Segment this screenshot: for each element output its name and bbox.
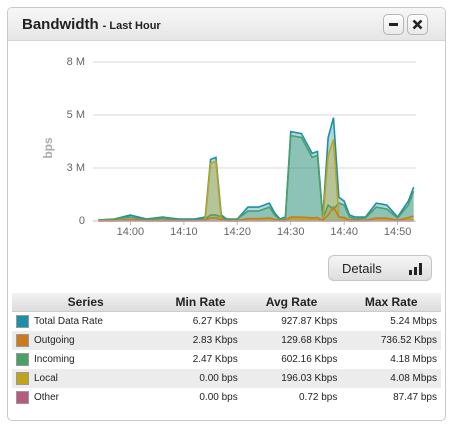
column-header: Max Rate [341, 293, 441, 312]
rate-cell: 87.47 bps [393, 392, 437, 403]
rate-cell: 736.52 Kbps [341, 331, 441, 350]
close-icon [412, 19, 423, 30]
color-swatch [16, 391, 29, 404]
table-row: Local 0.00 bps 196.03 Kbps 4.08 Mbps [12, 369, 441, 388]
x-tick-label: 14:20 [224, 226, 252, 238]
details-label: Details [342, 261, 382, 276]
table-row: Outgoing 2.83 Kbps 129.68 Kbps 736.52 Kbps [12, 331, 441, 350]
rate-cell: 129.68 Kbps [241, 331, 342, 350]
area-fill [98, 117, 414, 221]
series-name: Incoming [34, 354, 75, 366]
series-line [98, 117, 415, 221]
series-cell: Total Data Rate [12, 312, 159, 332]
series-name: Other [34, 392, 60, 404]
series-cell: Incoming [12, 350, 159, 369]
x-tick-label: 14:40 [330, 226, 358, 238]
column-header: Min Rate [159, 293, 242, 312]
x-tick-label: 14:30 [277, 226, 305, 238]
rate-cell: 0.00 bps [159, 369, 242, 388]
bandwidth-widget: Bandwidth - Last Hour bps 0 3 M 5 M 8 M 14:00… [7, 7, 446, 421]
rate-cell: 927.87 Kbps [281, 316, 338, 327]
minimize-icon [389, 23, 398, 26]
series-name: Outgoing [34, 335, 75, 347]
widget-title: Bandwidth - Last Hour [22, 16, 161, 33]
series-cell: Local [12, 369, 160, 388]
x-tick-label: 14:00 [117, 226, 145, 238]
y-tick-label: 8 M [67, 56, 85, 68]
widget-header: Bandwidth - Last Hour [8, 8, 445, 41]
title-text: Bandwidth [22, 16, 99, 33]
series-table: Series Min Rate Avg Rate Max Rate Total Data… [12, 293, 441, 407]
rate-cell: 602.16 Kbps [281, 354, 338, 365]
rate-cell: 4.18 Mbps [390, 354, 437, 365]
color-swatch [16, 334, 29, 347]
rate-cell: 2.47 Kbps [192, 354, 238, 365]
details-button[interactable]: Details [328, 255, 432, 281]
area-fill [98, 135, 414, 221]
x-tick-label: 14:10 [170, 226, 198, 238]
color-swatch [16, 372, 29, 385]
y-tick-label: 3 M [67, 162, 85, 174]
minimize-button[interactable] [383, 14, 404, 35]
column-header: Series [12, 293, 160, 312]
rate-cell: 0.72 bps [298, 392, 338, 403]
column-header: Avg Rate [241, 293, 342, 312]
close-button[interactable] [407, 14, 428, 35]
rate-cell: 2.83 Kbps [159, 331, 242, 350]
series-name: Total Data Rate [34, 316, 103, 328]
table-row: Total Data Rate 6.27 Kbps 927.87 Kbps 5.24 … [12, 312, 441, 332]
chart: bps 0 3 M 5 M 8 M 14:00 14:10 14:20 14:30 14:40 1… [41, 56, 416, 238]
table-row: Other 0.00 bps 0.72 bps 87.47 bps [12, 388, 441, 407]
x-tick-label: 14:50 [384, 226, 412, 238]
rate-cell: 4.08 Mbps [341, 369, 441, 388]
table-header: Series Min Rate Avg Rate Max Rate [12, 293, 441, 312]
color-swatch [16, 315, 29, 328]
y-axis-label: bps [41, 137, 55, 159]
color-swatch [16, 353, 29, 366]
rate-cell: 196.03 Kbps [241, 369, 342, 388]
bar-icon [409, 263, 422, 275]
y-tick-label: 5 M [67, 109, 85, 121]
rate-cell: 5.24 Mbps [390, 316, 437, 327]
series-cell: Other [12, 388, 159, 407]
table-row: Incoming 2.47 Kbps 602.16 Kbps 4.18 Mbps [12, 350, 441, 369]
series-cell: Outgoing [12, 331, 160, 350]
y-tick-label: 0 [79, 215, 85, 227]
rate-cell: 0.00 bps [199, 392, 238, 403]
series-name: Local [34, 373, 58, 385]
subtitle: - Last Hour [102, 20, 161, 32]
rate-cell: 6.27 Kbps [192, 316, 238, 327]
